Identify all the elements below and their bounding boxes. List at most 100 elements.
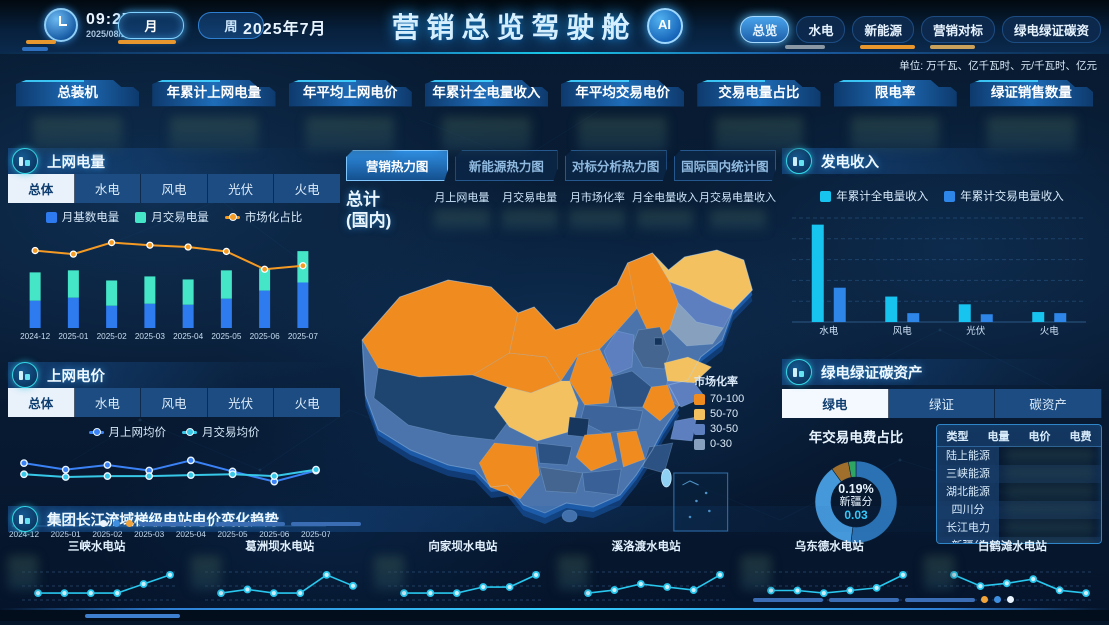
panel-cascade-trend: 集团长江流域梯级电站电价变化趋势 三峡水电站 2025-022025-04202… <box>8 506 1101 625</box>
kpi-card[interactable]: 绿证销售数量 <box>970 80 1093 151</box>
map-legend-title: 市场化率 <box>694 376 738 388</box>
deco-strip <box>118 40 176 44</box>
legend-item[interactable]: 月交易均价 <box>182 424 260 440</box>
svg-text:2024-12: 2024-12 <box>20 332 50 341</box>
period-button[interactable]: 周 <box>198 12 264 39</box>
donut-title: 年交易电费占比 <box>808 430 904 445</box>
tab[interactable]: 总体 <box>8 388 75 417</box>
panel-title: 上网电价 <box>47 368 105 385</box>
panel-icon <box>786 148 812 174</box>
table-row: 新疆分 <box>937 537 1101 543</box>
panel-grid-power: 上网电量 总体 水电 风电 光伏 火电 月基数电量 月交易电量 市场化占比 2024-12 2… <box>8 148 340 348</box>
svg-text:2025-05: 2025-05 <box>211 332 241 341</box>
tab[interactable]: 火电 <box>274 388 340 417</box>
svg-text:2025-06: 2025-06 <box>259 530 289 539</box>
kpi-card[interactable]: 年累计上网电量 <box>152 80 275 151</box>
south-china-sea-inset <box>673 472 729 532</box>
ai-assistant-button[interactable]: AI <box>646 8 683 44</box>
deco-strip <box>26 40 56 44</box>
svg-text:2025-01: 2025-01 <box>51 530 81 539</box>
legend-item[interactable]: 月基数电量 <box>45 209 119 225</box>
header-edge-line <box>0 52 1109 54</box>
nav-item[interactable]: 营销对标 <box>920 16 995 43</box>
footer-scroll-indicator[interactable] <box>85 614 180 618</box>
green-table: 类型 电量 电价 电费 陆上能源 三峡能源 <box>936 424 1102 544</box>
tab[interactable]: 光伏 <box>207 388 275 417</box>
svg-text:2025-02: 2025-02 <box>92 530 122 539</box>
panel-grid-price: 上网电价 总体 水电 风电 光伏 火电 月上网均价 月交易均价 2024-12 2025-0… <box>8 362 340 545</box>
price-tabs: 总体 水电 风电 光伏 火电 <box>8 388 340 417</box>
kpi-row: 总装机 年累计上网电量 年平均上网电价 年累计全电量收入 年平均交易电价 交易电… <box>16 80 1093 151</box>
tab[interactable]: 风电 <box>141 388 208 417</box>
tab[interactable]: 风电 <box>141 174 208 203</box>
price-legend: 月上网均价 月交易均价 <box>8 424 340 440</box>
tab[interactable]: 水电 <box>74 388 142 417</box>
col-header: 电量 <box>987 430 1010 443</box>
kpi-value-redacted <box>305 117 395 151</box>
map-tab[interactable]: 营销热力图 <box>346 150 448 181</box>
map-legend: 市场化率 70-100 50-70 30-50 0-30 <box>694 373 744 453</box>
tab[interactable]: 碳资产 <box>995 389 1103 418</box>
row-values-redacted <box>1005 450 1095 462</box>
total-stats: 月上网电量 月交易电量 月市场化率 月全电量收入 <box>428 189 776 230</box>
deco-strip <box>22 47 48 51</box>
legend-item[interactable]: 年累计交易电量收入 <box>944 188 1064 204</box>
bottom-divider-line <box>0 608 1109 610</box>
legend-swatch <box>694 393 705 405</box>
table-row: 长江电力 <box>937 519 1101 537</box>
legend-item[interactable]: 月交易电量 <box>135 209 209 225</box>
legend-item[interactable]: 年累计全电量收入 <box>820 188 928 204</box>
tab[interactable]: 火电 <box>274 174 340 203</box>
tab[interactable]: 绿证 <box>888 389 996 418</box>
col-header: 电费 <box>1069 430 1092 443</box>
tab[interactable]: 绿电 <box>782 389 889 418</box>
tab[interactable]: 总体 <box>8 174 75 203</box>
kpi-label: 年累计全电量收入 <box>425 80 548 107</box>
grid-power-chart: 2024-12 2025-01 2025-02 2025-03 2025-04 2025-… <box>20 238 318 341</box>
stat-label: 月交易电量 <box>502 192 558 204</box>
svg-text:2025-01: 2025-01 <box>58 332 88 341</box>
panel-title: 绿电绿证碳资产 <box>821 365 923 382</box>
kpi-card[interactable]: 年平均交易电价 <box>561 80 684 151</box>
donut-center: 0.19% 新疆分 0.03 <box>838 481 874 521</box>
map-tab[interactable]: 国际国内统计图 <box>674 150 776 181</box>
kpi-label: 年平均上网电价 <box>289 80 412 107</box>
tab[interactable]: 光伏 <box>207 174 275 203</box>
nav-item[interactable]: 水电 <box>796 16 846 43</box>
kpi-value-redacted <box>714 117 804 151</box>
nav-item[interactable]: 新能源 <box>852 16 914 43</box>
top-bar: 09:27:22 2025/08/28 月周 2025年7月 营销总览驾驶舱 A… <box>0 0 1109 54</box>
kpi-card[interactable]: 限电率 <box>834 80 957 151</box>
stat-column: 月上网电量 <box>428 189 496 230</box>
kpi-card[interactable]: 年平均上网电价 <box>289 80 412 151</box>
svg-text:火电: 火电 <box>1040 325 1060 337</box>
page-title: 营销总览驾驶舱 <box>391 12 637 43</box>
legend-swatch <box>135 211 147 223</box>
legend-item[interactable]: 月上网均价 <box>88 424 166 440</box>
power-legend: 月基数电量 月交易电量 市场化占比 <box>8 209 340 225</box>
legend-item[interactable]: 市场化占比 <box>224 209 302 225</box>
table-row: 湖北能源 <box>937 483 1101 501</box>
table-row: 三峡能源 <box>937 465 1101 483</box>
stat-column: 月全电量收入 <box>631 189 699 230</box>
kpi-card[interactable]: 年累计全电量收入 <box>425 80 548 151</box>
period-button[interactable]: 月 <box>118 12 184 39</box>
panel-title: 发电收入 <box>821 154 879 171</box>
row-values-redacted <box>1005 540 1095 543</box>
kpi-value-redacted <box>987 117 1076 151</box>
nav-item[interactable]: 总览 <box>740 16 790 43</box>
nav-item[interactable]: 绿电绿证碳资 <box>1001 16 1101 43</box>
map-tab[interactable]: 新能源热力图 <box>455 150 557 181</box>
kpi-value-redacted <box>442 117 531 151</box>
top-nav: 总览 水电 新能源 营销对标 绿电绿证碳资 <box>740 16 1101 43</box>
yaxis-redacted <box>557 556 588 590</box>
map-tab[interactable]: 对标分析热力图 <box>565 150 667 181</box>
tab[interactable]: 水电 <box>74 174 142 203</box>
deco-dots-right <box>753 596 1014 603</box>
kpi-card[interactable]: 总装机 <box>16 80 139 151</box>
kpi-card[interactable]: 交易电量占比 <box>697 80 820 151</box>
kpi-label: 交易电量占比 <box>697 80 820 107</box>
station-name: 向家坝水电站 <box>428 541 498 553</box>
station-name: 白鹤滩水电站 <box>977 541 1047 553</box>
units-note: 单位: 万千瓦、亿千瓦时、元/千瓦时、亿元 <box>899 60 1097 72</box>
